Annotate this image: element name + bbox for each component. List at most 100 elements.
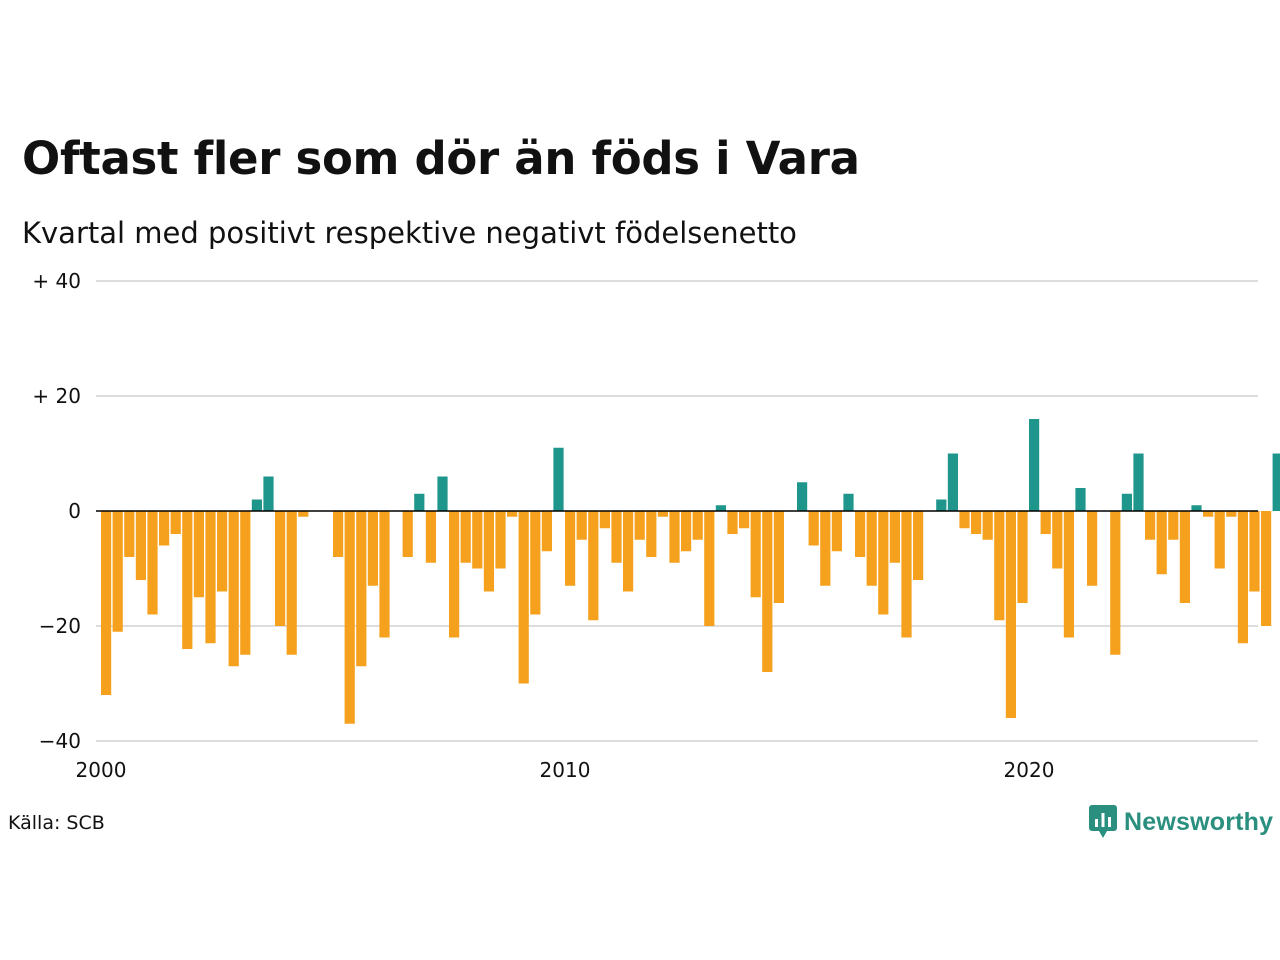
bar-negative: [240, 511, 251, 655]
bar-negative: [739, 511, 750, 529]
bar-positive: [947, 453, 958, 511]
bars: [101, 419, 1280, 724]
bar-negative: [1005, 511, 1016, 718]
bar-negative: [623, 511, 634, 592]
bar-negative: [530, 511, 541, 615]
bar-negative: [402, 511, 413, 557]
y-tick-label: 0: [68, 499, 81, 523]
bar-positive: [1272, 453, 1280, 511]
bar-negative: [344, 511, 355, 724]
bar-positive: [263, 476, 274, 511]
bar-positive: [553, 447, 564, 511]
bar-negative: [1087, 511, 1098, 586]
bar-negative: [878, 511, 889, 615]
bar-positive: [1133, 453, 1144, 511]
bar-negative: [750, 511, 761, 598]
bar-positive: [414, 493, 425, 511]
bar-negative: [425, 511, 436, 563]
bar-negative: [495, 511, 506, 569]
bar-negative: [1017, 511, 1028, 603]
bar-negative: [228, 511, 239, 667]
bar-positive: [1121, 493, 1132, 511]
bar-negative: [286, 511, 297, 655]
bar-negative: [518, 511, 529, 684]
bar-negative: [541, 511, 552, 552]
source-note: Källa: SCB: [8, 812, 105, 834]
bar-negative: [588, 511, 599, 621]
bar-negative: [449, 511, 460, 638]
bar-negative: [727, 511, 738, 534]
bar-negative: [971, 511, 982, 534]
bar-negative: [901, 511, 912, 638]
bar-negative: [681, 511, 692, 552]
bar-negative: [182, 511, 193, 649]
y-tick-label: −20: [39, 614, 81, 638]
brand-logo[interactable]: Newsworthy: [1088, 804, 1273, 840]
bar-negative: [1063, 511, 1074, 638]
chart-title: Oftast fler som dör än föds i Vara: [22, 132, 860, 185]
y-tick-label: + 40: [32, 269, 81, 293]
newsworthy-logo-icon: [1089, 805, 1117, 838]
bar-positive: [1029, 419, 1040, 511]
bar-negative: [959, 511, 970, 529]
bar-negative: [101, 511, 112, 695]
bar-negative: [159, 511, 170, 546]
bar-negative: [193, 511, 204, 598]
bar-negative: [217, 511, 228, 592]
bar-negative: [1052, 511, 1063, 569]
bar-negative: [1261, 511, 1272, 626]
bar-negative: [472, 511, 483, 569]
bar-negative: [1110, 511, 1121, 655]
bar-negative: [367, 511, 378, 586]
bar-negative: [982, 511, 993, 540]
bar-negative: [889, 511, 900, 563]
y-tick-label: −40: [39, 729, 81, 753]
x-tick-label: 2000: [76, 758, 127, 782]
bar-positive: [715, 505, 726, 511]
bar-negative: [692, 511, 703, 540]
bar-negative: [913, 511, 924, 580]
bar-positive: [797, 482, 808, 511]
bar-negative: [704, 511, 715, 626]
axes: + 40 + 20 0 −20 −40 2000 2010 2020: [32, 269, 1258, 782]
bar-negative: [483, 511, 494, 592]
y-tick-label: + 20: [32, 384, 81, 408]
bar-negative: [1214, 511, 1225, 569]
bar-negative: [1145, 511, 1156, 540]
bar-positive: [936, 499, 947, 511]
bar-negative: [1203, 511, 1214, 517]
bar-negative: [112, 511, 123, 632]
bar-positive: [437, 476, 448, 511]
x-tick-label: 2020: [1004, 758, 1055, 782]
bar-negative: [634, 511, 645, 540]
x-tick-label: 2010: [540, 758, 591, 782]
bar-negative: [1156, 511, 1167, 575]
bar-negative: [565, 511, 576, 586]
bar-negative: [1040, 511, 1051, 534]
bar-negative: [611, 511, 622, 563]
bar-negative: [298, 511, 309, 517]
bar-negative: [1179, 511, 1190, 603]
bar-negative: [460, 511, 471, 563]
bar-negative: [1168, 511, 1179, 540]
bar-negative: [762, 511, 773, 672]
bar-negative: [808, 511, 819, 546]
bar-positive: [251, 499, 262, 511]
bar-negative: [646, 511, 657, 557]
bar-negative: [669, 511, 680, 563]
bar-negative: [147, 511, 158, 615]
bar-negative: [657, 511, 668, 517]
bar-negative: [820, 511, 831, 586]
bar-positive: [1075, 488, 1086, 511]
bar-negative: [576, 511, 587, 540]
chart-subtitle: Kvartal med positivt respektive negativt…: [22, 216, 797, 250]
brand-name: Newsworthy: [1124, 807, 1274, 836]
bar-positive: [843, 493, 854, 511]
bar-negative: [507, 511, 518, 517]
bar-negative: [1237, 511, 1248, 644]
bar-negative: [275, 511, 286, 626]
bar-positive: [1191, 505, 1202, 511]
bar-negative: [356, 511, 367, 667]
bar-negative: [994, 511, 1005, 621]
